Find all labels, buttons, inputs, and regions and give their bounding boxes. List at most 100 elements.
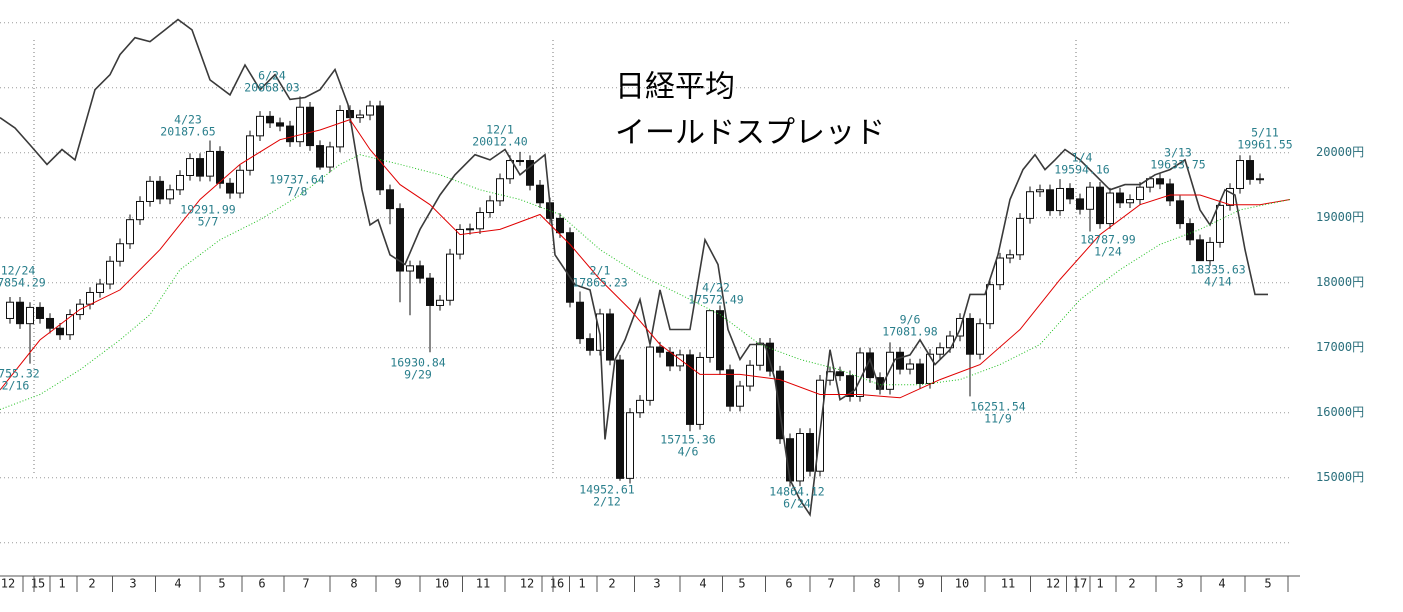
candle-body — [246, 135, 254, 171]
candle-body — [366, 105, 374, 116]
candle-body — [906, 363, 914, 370]
candle-body — [1046, 189, 1054, 212]
candle-body — [1136, 186, 1144, 201]
candle-body — [136, 200, 144, 221]
annotation: 18787.99 — [1080, 233, 1135, 247]
candle-body — [716, 310, 724, 371]
candle-body — [806, 433, 814, 472]
candle-body — [896, 351, 904, 370]
x-tick-label: 10 — [955, 577, 969, 591]
candle-body — [776, 370, 784, 440]
x-tick-label: 7 — [827, 577, 834, 591]
candle-body — [1256, 178, 1264, 181]
candle-body — [406, 265, 414, 272]
annotation: 19291.99 — [180, 203, 235, 217]
candle-body — [1246, 160, 1254, 180]
candle-body — [1156, 178, 1164, 185]
candle-body — [516, 160, 524, 163]
x-tick-label: 4 — [174, 577, 181, 591]
candle-body — [1036, 189, 1044, 193]
candle-body — [1206, 241, 1214, 262]
legend-spread: イールドスプレッド — [615, 116, 885, 151]
x-tick-label: 4 — [1218, 577, 1225, 591]
candle-body — [96, 283, 104, 293]
candle-body — [416, 265, 424, 279]
legend-candles: 日経平均 — [615, 70, 735, 105]
candle-body — [1186, 223, 1194, 241]
candle-body — [316, 145, 324, 168]
x-tick-label: 6 — [258, 577, 265, 591]
y-tick-label: 15000円 — [1316, 470, 1364, 484]
annotation: 17865.23 — [572, 276, 627, 290]
annotation: 16251.54 — [970, 400, 1025, 414]
candle-body — [576, 301, 584, 340]
x-tick-label: 8 — [873, 577, 880, 591]
x-tick-label: 8 — [350, 577, 357, 591]
candle-body — [306, 106, 314, 147]
annotation: 4/14 — [1204, 275, 1232, 289]
candle-body — [636, 399, 644, 414]
candle-body — [256, 115, 264, 137]
annotation: 4/22 — [702, 281, 730, 295]
candle-body — [66, 314, 74, 336]
x-tick-label: 7 — [302, 577, 309, 591]
x-tick-label: 2 — [608, 577, 615, 591]
annotation: 2/1 — [590, 264, 611, 278]
x-tick-label: 2 — [1128, 577, 1135, 591]
candle-body — [456, 228, 464, 255]
candle-body — [426, 277, 434, 306]
candle-body — [236, 169, 244, 194]
y-tick-label: 20000円 — [1316, 145, 1364, 159]
candle-body — [126, 219, 134, 245]
y-tick-label: 16000円 — [1316, 405, 1364, 419]
annotation: 20012.40 — [472, 135, 527, 149]
candle-body — [446, 253, 454, 301]
candle-body — [1126, 199, 1134, 204]
candle-body — [986, 284, 994, 325]
annotation: 4/23 — [174, 113, 202, 127]
candle-body — [356, 114, 364, 119]
x-tick-label: 5 — [738, 577, 745, 591]
candle-body — [1096, 186, 1104, 225]
candle-body — [1066, 187, 1074, 200]
candle-body — [556, 217, 564, 234]
annotation: 18335.63 — [1190, 263, 1245, 277]
annotation: 11/9 — [984, 412, 1012, 426]
candle-body — [536, 184, 544, 204]
candle-body — [16, 301, 24, 325]
candle-body — [1216, 204, 1224, 243]
candle-body — [116, 243, 124, 262]
candle-body — [1236, 160, 1244, 189]
x-tick-label: 5 — [1264, 577, 1271, 591]
annotation: 16930.84 — [390, 356, 445, 370]
candle-body — [176, 174, 184, 191]
candle-body — [736, 385, 744, 407]
annotation: 19594.16 — [1054, 163, 1109, 177]
x-tick-label: 17 — [1073, 577, 1087, 591]
candle-body — [56, 327, 64, 336]
candle-body — [26, 306, 34, 325]
candle-body — [526, 160, 534, 186]
candle-body — [616, 359, 624, 479]
candle-body — [586, 338, 594, 351]
x-tick-label: 3 — [653, 577, 660, 591]
x-tick-label: 16 — [550, 577, 564, 591]
x-tick-label: 5 — [218, 577, 225, 591]
candle-body — [276, 122, 284, 127]
annotation: 6/24 — [783, 497, 811, 511]
annotation: 14864.12 — [769, 485, 824, 499]
x-tick-label: 6 — [785, 577, 792, 591]
candle-body — [676, 354, 684, 367]
annotation: 4/6 — [678, 445, 699, 459]
x-tick-label: 12 — [1, 577, 15, 591]
annotation: 19633.75 — [1150, 158, 1205, 172]
annotation: 16755.32 — [0, 367, 40, 381]
x-tick-label: 3 — [129, 577, 136, 591]
annotation: 3/13 — [1164, 146, 1192, 160]
annotation: 5/11 — [1251, 126, 1279, 140]
candle-body — [86, 291, 94, 305]
candle-body — [756, 342, 764, 366]
candle-body — [1226, 187, 1234, 206]
candle-body — [166, 189, 174, 200]
